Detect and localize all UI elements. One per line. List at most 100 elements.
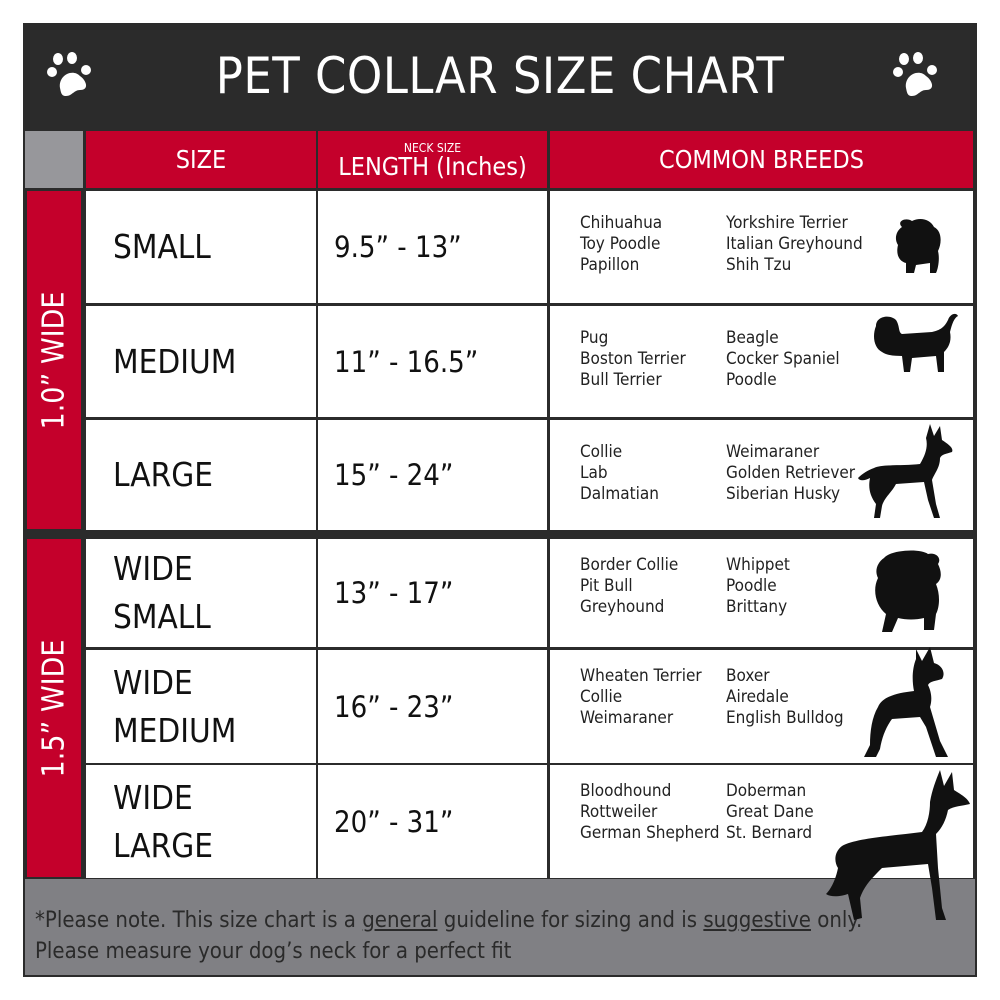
table-row-length: 20” - 31” xyxy=(318,765,547,878)
breed-name: Weimaraner xyxy=(726,442,820,462)
corner-cell xyxy=(25,131,83,188)
neck-length: 15” - 24” xyxy=(334,458,454,492)
breed-name: Shih Tzu xyxy=(726,255,792,275)
table-row-size: SMALL xyxy=(86,191,316,303)
breed-name: Chihuahua xyxy=(580,213,663,233)
breed-name: Boston Terrier xyxy=(580,349,686,369)
breed-name: German Shepherd xyxy=(580,823,720,843)
breed-name: Bloodhound xyxy=(580,781,672,801)
breed-name: Poodle xyxy=(726,576,777,596)
size-name-line: WIDE xyxy=(113,549,193,588)
group-label-text: 1.5” WIDE xyxy=(36,639,72,777)
title-bar: PET COLLAR SIZE CHART xyxy=(23,23,977,128)
header-breeds-label: COMMON BREEDS xyxy=(659,145,864,174)
page-title: PET COLLAR SIZE CHART xyxy=(215,46,785,105)
footer-note: *Please note. This size chart is a gener… xyxy=(25,879,975,975)
table-row-length: 9.5” - 13” xyxy=(318,191,547,303)
breed-name: Collie xyxy=(580,442,623,462)
size-name-line: WIDE xyxy=(113,662,193,702)
breed-name: Siberian Husky xyxy=(726,484,841,504)
table-row-size: WIDE SMALL xyxy=(86,539,316,647)
breed-name: Toy Poodle xyxy=(580,234,661,254)
breed-name: English Bulldog xyxy=(726,708,844,728)
group-label-1-5-wide: 1.5” WIDE xyxy=(27,539,81,877)
breed-name: Collie xyxy=(580,687,623,707)
neck-length: 16” - 23” xyxy=(334,689,454,724)
breeds-column-right: Beagle Cocker Spaniel Poodle xyxy=(726,328,840,391)
medium-dog-silhouette-icon xyxy=(870,312,960,381)
table-row-length: 11” - 16.5” xyxy=(318,306,547,417)
footer-text: guideline for sizing and is xyxy=(437,908,704,933)
neck-length: 20” - 31” xyxy=(334,804,454,839)
breed-name: Border Collie xyxy=(580,555,679,575)
breed-name: St. Bernard xyxy=(726,823,813,843)
size-name-line: SMALL xyxy=(113,597,211,636)
breeds-column-left: Border Collie Pit Bull Greyhound xyxy=(580,555,678,618)
size-name-line: WIDE xyxy=(113,777,193,817)
table-row-size: WIDE LARGE xyxy=(86,765,316,878)
breed-name: Boxer xyxy=(726,666,770,686)
header-neck-size-label: NECK SIZE xyxy=(403,140,462,155)
breed-name: Greyhound xyxy=(580,597,665,617)
large-dog-silhouette-icon xyxy=(856,422,956,526)
breeds-column-left: Pug Boston Terrier Bull Terrier xyxy=(580,328,686,391)
breeds-column-right: Boxer Airedale English Bulldog xyxy=(726,666,844,729)
table-row-size: MEDIUM xyxy=(86,306,316,417)
breeds-column-left: Chihuahua Toy Poodle Papillon xyxy=(580,213,662,276)
table-row-length: 16” - 23” xyxy=(318,650,547,763)
footer-line-2: Please measure your dog’s neck for a per… xyxy=(35,939,512,964)
breed-name: Whippet xyxy=(726,555,790,575)
group-label-text: 1.0” WIDE xyxy=(36,291,72,429)
header-length: NECK SIZE LENGTH (Inches) xyxy=(318,131,547,188)
table-row-size: LARGE xyxy=(86,420,316,530)
paw-print-icon xyxy=(893,52,937,96)
breed-name: Rottweiler xyxy=(580,802,658,822)
size-name-line: LARGE xyxy=(113,825,213,865)
breeds-column-right: Yorkshire Terrier Italian Greyhound Shih T… xyxy=(726,213,863,276)
bulldog-silhouette-icon xyxy=(870,548,950,638)
neck-length: 13” - 17” xyxy=(334,576,454,610)
breed-name: Poodle xyxy=(726,370,777,390)
table-row-breeds: Chihuahua Toy Poodle Papillon Yorkshire Te… xyxy=(550,191,973,303)
breed-name: Airedale xyxy=(726,687,789,707)
breed-name: Italian Greyhound xyxy=(726,234,863,254)
size-name-line: MEDIUM xyxy=(113,341,237,381)
breeds-column-left: Wheaten Terrier Collie Weimaraner xyxy=(580,666,702,729)
breed-name: Great Dane xyxy=(726,802,814,822)
breed-name: Cocker Spaniel xyxy=(726,349,840,369)
table-row-breeds: Wheaten Terrier Collie Weimaraner Boxer Air… xyxy=(550,650,973,763)
breed-name: Brittany xyxy=(726,597,788,617)
breed-name: Lab xyxy=(580,463,608,483)
paw-print-icon xyxy=(47,52,91,96)
neck-length: 9.5” - 13” xyxy=(334,230,462,264)
breed-name: Wheaten Terrier xyxy=(580,666,702,686)
size-name-line: MEDIUM xyxy=(113,710,237,750)
breed-name: Bull Terrier xyxy=(580,370,662,390)
table-row-size: WIDE MEDIUM xyxy=(86,650,316,763)
table-row-length: 15” - 24” xyxy=(318,420,547,530)
header-breeds: COMMON BREEDS xyxy=(550,131,973,188)
table-row-length: 13” - 17” xyxy=(318,539,547,647)
breed-name: Papillon xyxy=(580,255,640,275)
small-dog-silhouette-icon xyxy=(892,217,944,279)
header-length-label: LENGTH (Inches) xyxy=(338,151,527,181)
footer-text: *Please note. This size chart is a xyxy=(35,908,363,933)
footer-emphasis-suggestive: suggestive xyxy=(703,908,811,933)
breeds-column-right: Weimaraner Golden Retriever Siberian Husky xyxy=(726,442,855,505)
table-row-breeds: Pug Boston Terrier Bull Terrier Beagle Cock… xyxy=(550,306,973,417)
header-size: SIZE xyxy=(86,131,316,188)
breeds-column-right: Doberman Great Dane St. Bernard xyxy=(726,781,814,844)
size-name-line: SMALL xyxy=(113,227,211,266)
breeds-column-left: Bloodhound Rottweiler German Shepherd xyxy=(580,781,719,844)
breed-name: Golden Retriever xyxy=(726,463,856,483)
breed-name: Pit Bull xyxy=(580,576,633,596)
header-size-label: SIZE xyxy=(175,145,227,174)
breed-name: Yorkshire Terrier xyxy=(726,213,848,233)
breed-name: Pug xyxy=(580,328,609,348)
breeds-column-left: Collie Lab Dalmatian xyxy=(580,442,659,505)
group-label-1-0-wide: 1.0” WIDE xyxy=(27,191,81,529)
pitbull-silhouette-icon xyxy=(856,645,956,767)
doberman-silhouette-icon xyxy=(812,768,972,932)
breed-name: Beagle xyxy=(726,328,779,348)
breed-name: Weimaraner xyxy=(580,708,674,728)
